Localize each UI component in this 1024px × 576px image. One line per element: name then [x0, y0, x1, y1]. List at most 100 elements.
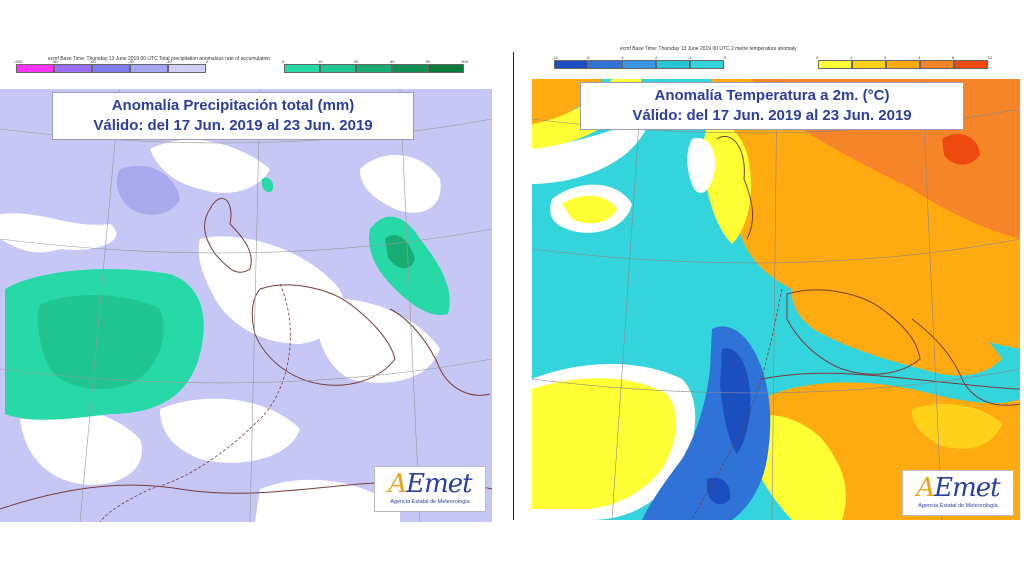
temp-pos-swatch: 2	[884, 55, 920, 69]
temp-tick-label: 12	[987, 55, 992, 60]
temperature-anomaly-map	[532, 79, 1020, 520]
coastline-british-isles	[204, 197, 252, 273]
border-line	[691, 288, 783, 520]
precip-tick-label: -10	[166, 59, 172, 64]
latitude-gridline	[0, 228, 492, 254]
strong-cold-anomaly	[720, 348, 751, 454]
precip-tick-label: -80	[52, 59, 58, 64]
temp-tick-label: -2	[654, 55, 658, 60]
low-anomaly-region	[317, 298, 440, 383]
temp-tick-label: 8	[952, 55, 955, 60]
temp-title-box: Anomalía Temperatura a 2m. (°C) Válido: …	[580, 82, 964, 130]
aemet-logo-subtext: Agencia Estatal de Meteorología	[918, 503, 998, 509]
precip-pos-swatch: 10	[318, 59, 356, 73]
temp-positive-scale: 0 1 2 4 8 12	[816, 55, 992, 69]
longitude-gridline	[79, 89, 121, 522]
precip-title-box: Anomalía Precipitación total (mm) Válido…	[52, 92, 414, 140]
neutral-region	[532, 114, 652, 184]
temp-header: ecmf Base Time: Thursday 13 June 2019 00…	[620, 46, 797, 52]
precip-neg-swatch: -60	[90, 59, 130, 73]
precip-neg-swatch: -10 0	[166, 59, 208, 73]
precip-pos-swatch: 90 200	[426, 59, 468, 73]
slight-warm-africa	[747, 415, 846, 520]
strong-cold-anomaly	[707, 477, 731, 505]
aemet-logo: AEmet Agencia Estatal de Meteorología	[374, 466, 486, 512]
temp-tick-label: 4	[918, 55, 921, 60]
aemet-logo: AEmet Agencia Estatal de Meteorología	[902, 470, 1014, 516]
aemet-logo-text: AEmet	[388, 469, 472, 499]
precip-header: ecmf Base Time: Thursday 13 June 2019 00…	[48, 56, 271, 62]
precipitation-anomaly-panel: ecmf Base Time: Thursday 13 June 2019 00…	[0, 52, 492, 522]
temp-neg-swatch: -8	[586, 55, 622, 69]
temp-tick-label: 1	[850, 55, 853, 60]
precip-neg-swatch: -30	[128, 59, 168, 73]
precip-tick-label: -60	[90, 59, 96, 64]
precip-positive-scale: 0 10 30 60 90 200	[282, 59, 468, 73]
precip-tick-label: 90	[426, 59, 431, 64]
longitude-gridline	[921, 79, 943, 520]
strong-positive-anomaly-atlantic	[38, 294, 164, 389]
latitude-gridline	[0, 358, 492, 384]
precip-pos-swatch: 30	[354, 59, 392, 73]
temp-neg-swatch: -12	[552, 55, 588, 69]
latitude-gridline	[532, 238, 1020, 264]
temperature-anomaly-panel: ecmf Base Time: Thursday 13 June 2019 00…	[532, 46, 1020, 522]
coastline-italy	[389, 308, 491, 396]
longitude-gridline	[611, 79, 643, 520]
precip-tick-label: 0	[205, 59, 208, 64]
precip-valid-dates: Válido: del 17 Jun. 2019 al 23 Jun. 2019	[93, 117, 373, 134]
aemet-logo-subtext: Agencia Estatal de Meteorología	[390, 499, 470, 505]
low-anomaly-region	[150, 139, 270, 193]
precip-neg-swatch: -80	[52, 59, 92, 73]
border-line	[99, 283, 291, 522]
positive-anomaly-spot	[261, 177, 274, 193]
coastline-italy	[911, 318, 1020, 406]
temp-neg-swatch: -2	[654, 55, 690, 69]
aemet-logo-text: AEmet	[916, 473, 1000, 503]
precip-negative-scale: -200 -80 -60 -30 -10 0	[14, 59, 208, 73]
coastline-iberia	[251, 284, 396, 386]
precip-tick-label: 60	[390, 59, 395, 64]
temp-tick-label: -4	[620, 55, 624, 60]
low-anomaly-region	[360, 155, 441, 213]
temp-tick-label: 2	[884, 55, 887, 60]
temp-negative-scale: -12 -8 -4 -2 -1 0	[552, 55, 726, 69]
temp-tick-label: -8	[586, 55, 590, 60]
temp-neg-swatch: -4	[620, 55, 656, 69]
temp-pos-swatch: 8 12	[952, 55, 992, 69]
moderate-negative-region	[116, 165, 180, 215]
temp-pos-swatch: 4	[918, 55, 954, 69]
coastline-british-isles	[716, 136, 753, 240]
temp-valid-dates: Válido: del 17 Jun. 2019 al 23 Jun. 2019	[632, 107, 912, 124]
temp-title: Anomalía Temperatura a 2m. (°C)	[654, 87, 890, 104]
temp-tick-label: -12	[552, 55, 558, 60]
precip-title: Anomalía Precipitación total (mm)	[111, 97, 355, 114]
precip-pos-swatch: 0	[282, 59, 320, 73]
latitude-gridline	[532, 368, 1020, 394]
temp-neg-swatch: -1 0	[688, 55, 726, 69]
low-anomaly-region	[160, 398, 300, 463]
longitude-gridline	[399, 89, 421, 522]
temp-pos-swatch: 0	[816, 55, 852, 69]
precip-tick-label: 0	[282, 59, 285, 64]
low-anomaly-region	[20, 408, 142, 485]
coastline-iberia	[786, 289, 921, 375]
precip-tick-label: -30	[128, 59, 134, 64]
precip-neg-swatch: -200	[14, 59, 54, 73]
warm-anomaly-spot	[911, 404, 1002, 449]
slight-warm-region	[562, 195, 617, 224]
coastline-north-africa	[761, 372, 1020, 390]
longitude-gridline	[249, 89, 261, 522]
temp-pos-swatch: 1	[850, 55, 886, 69]
precip-tick-label: -200	[14, 59, 23, 64]
precip-tick-label: 30	[354, 59, 359, 64]
panel-divider	[513, 52, 514, 520]
warm-anomaly-mediterranean	[791, 274, 1002, 376]
slight-warm-atlantic	[532, 378, 677, 509]
temp-tick-label: -1	[688, 55, 692, 60]
temp-tick-label: 0	[816, 55, 819, 60]
very-strong-warm-spot	[942, 134, 980, 165]
precip-tick-label: 200	[461, 59, 468, 64]
longitude-gridline	[771, 79, 778, 520]
temp-tick-label: 0	[723, 55, 726, 60]
